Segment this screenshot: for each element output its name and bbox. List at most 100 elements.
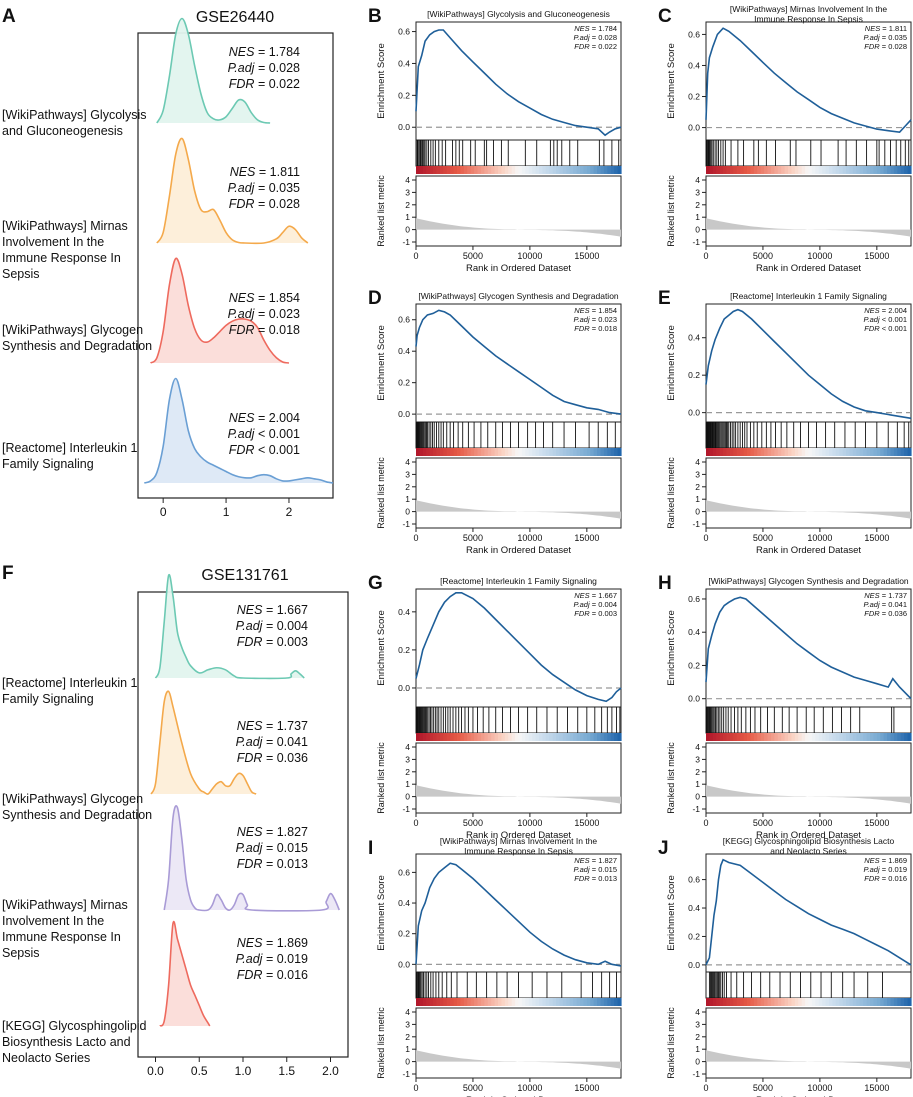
rank-heat-cell bbox=[436, 166, 441, 174]
rank-heat-cell bbox=[829, 166, 834, 174]
rank-heat-cell bbox=[883, 166, 888, 174]
padj-stat: P.adj = 0.035 bbox=[228, 181, 300, 195]
rank-heat-cell bbox=[811, 166, 816, 174]
x-tick-label: 5000 bbox=[463, 251, 483, 261]
fdr-label: FDR bbox=[237, 968, 263, 982]
metric-y-tick-label: 4 bbox=[405, 1007, 410, 1017]
rank-heat-cell bbox=[552, 998, 557, 1006]
nes-value: 1.827 bbox=[277, 825, 308, 839]
ridge-density-line bbox=[150, 690, 257, 795]
rank-heat-cell bbox=[463, 448, 468, 456]
rank-heat-cell bbox=[586, 448, 591, 456]
ridge-label: Biosynthesis Lacto and bbox=[2, 1035, 131, 1049]
es-y-axis-label: Enrichment Score bbox=[666, 325, 677, 401]
x-tick-label: 10000 bbox=[807, 533, 832, 543]
nes-value: 1.869 bbox=[888, 856, 907, 865]
rank-heat-cell bbox=[453, 733, 458, 741]
rank-heat-cell bbox=[562, 448, 567, 456]
nes-label: NES bbox=[229, 291, 255, 305]
rank-heat-cell bbox=[719, 448, 724, 456]
metric-area bbox=[706, 218, 911, 237]
fdr-stat: FDR = 0.003 bbox=[237, 635, 308, 649]
x-tick-label: 15000 bbox=[864, 251, 889, 261]
rank-heat-cell bbox=[566, 733, 571, 741]
ridgeline-title: GSE131761 bbox=[201, 567, 288, 584]
rank-heat-cell bbox=[460, 166, 465, 174]
ridge-label: Involvement In the bbox=[2, 914, 104, 928]
x-tick-label: 0.0 bbox=[147, 1064, 164, 1078]
rank-heat-cell bbox=[801, 448, 806, 456]
rank-heat-cell bbox=[610, 998, 615, 1006]
es-y-tick-label: 0.0 bbox=[688, 408, 700, 418]
rank-heat-cell bbox=[429, 448, 434, 456]
metric-y-tick-label: -1 bbox=[692, 519, 700, 529]
rank-heat-cell bbox=[873, 166, 878, 174]
rank-heat-cell bbox=[494, 448, 499, 456]
padj-stat: P.adj < 0.001 bbox=[228, 427, 300, 441]
fdr-value: 0.018 bbox=[598, 324, 617, 333]
rank-heat-cell bbox=[528, 448, 533, 456]
rank-heat-cell bbox=[726, 998, 731, 1006]
x-tick-label: 0 bbox=[703, 1083, 708, 1093]
gsea-plot-D: [WikiPathways] Glycogen Synthesis and De… bbox=[376, 291, 622, 556]
rank-heat-cell bbox=[518, 448, 523, 456]
rank-heat-cell bbox=[580, 166, 585, 174]
rank-heat-cell bbox=[907, 448, 912, 456]
nes-label: NES bbox=[865, 24, 880, 33]
rank-heat-cell bbox=[852, 733, 857, 741]
panel-letter-B: B bbox=[368, 6, 382, 27]
metric-y-tick-label: 2 bbox=[405, 482, 410, 492]
rank-heat-cell bbox=[583, 998, 588, 1006]
rank-heat-cell bbox=[893, 448, 898, 456]
rank-heat-cell bbox=[907, 166, 912, 174]
metric-y-tick-label: 3 bbox=[695, 187, 700, 197]
padj-label: P.adj bbox=[228, 307, 256, 321]
ridge-label: Sepsis bbox=[2, 267, 40, 281]
rank-heat-cell bbox=[859, 998, 864, 1006]
rank-heat-cell bbox=[859, 166, 864, 174]
nes-eq: = bbox=[254, 411, 268, 425]
nes-stat: NES = 1.811 bbox=[865, 24, 907, 33]
es-curve bbox=[415, 592, 622, 703]
fdr-label: FDR bbox=[574, 324, 590, 333]
rank-heat-cell bbox=[545, 166, 550, 174]
rank-heat-cell bbox=[712, 733, 717, 741]
metric-y-tick-label: 2 bbox=[405, 200, 410, 210]
rank-heat-cell bbox=[846, 166, 851, 174]
rank-heat-cell bbox=[607, 998, 612, 1006]
metric-frame bbox=[705, 1007, 912, 1079]
rank-heat-cell bbox=[419, 998, 424, 1006]
rank-heat-cell bbox=[573, 733, 578, 741]
padj-op: = bbox=[590, 865, 599, 874]
fdr-stat: FDR = 0.036 bbox=[864, 609, 907, 618]
rank-heat-cell bbox=[835, 733, 840, 741]
ridge-density-line bbox=[156, 17, 271, 124]
rank-heat-cell bbox=[583, 448, 588, 456]
nes-label: NES bbox=[864, 306, 879, 315]
metric-y-tick-label: 1 bbox=[405, 494, 410, 504]
rank-heat-cell bbox=[470, 998, 475, 1006]
metric-y-axis-label: Ranked list metric bbox=[666, 175, 676, 247]
rank-heat-cell bbox=[545, 998, 550, 1006]
rank-heat-cell bbox=[573, 448, 578, 456]
nes-op: = bbox=[590, 591, 599, 600]
x-axis-label: Rank in Ordered Dataset bbox=[466, 263, 571, 274]
x-tick-label: 10000 bbox=[517, 1083, 542, 1093]
rank-heat-cell bbox=[815, 733, 820, 741]
rank-heat-cell bbox=[706, 448, 711, 456]
rank-heat-cell bbox=[556, 998, 561, 1006]
rank-heat-cell bbox=[716, 166, 721, 174]
rank-heat-cell bbox=[545, 733, 550, 741]
metric-y-tick-label: 4 bbox=[695, 1007, 700, 1017]
rank-heat-cell bbox=[788, 166, 793, 174]
rank-heat-cell bbox=[719, 166, 724, 174]
rank-heat-cell bbox=[729, 448, 734, 456]
x-tick-label: 5000 bbox=[753, 533, 773, 543]
fdr-stat: FDR = 0.003 bbox=[574, 609, 617, 618]
fdr-value: = 0.013 bbox=[262, 857, 308, 871]
es-y-tick-label: 0.0 bbox=[398, 122, 410, 132]
rank-heat-cell bbox=[781, 166, 786, 174]
fdr-op: < bbox=[880, 324, 889, 333]
fdr-stat: FDR < 0.001 bbox=[229, 443, 300, 457]
x-tick-label: 15000 bbox=[574, 818, 599, 828]
